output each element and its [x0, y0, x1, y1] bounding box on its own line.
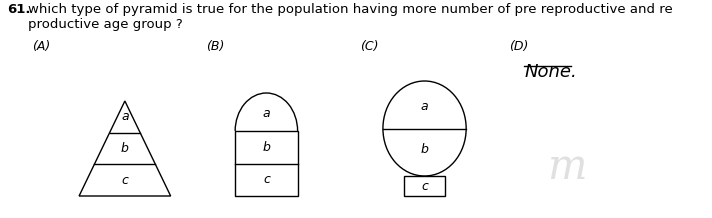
Text: c: c [421, 179, 428, 192]
Text: None.: None. [525, 63, 577, 81]
Text: productive age group ?: productive age group ? [28, 18, 183, 31]
Text: c: c [122, 174, 128, 187]
Bar [235, 131, 298, 196]
Text: a: a [263, 107, 270, 120]
Text: m: m [548, 146, 587, 188]
Bar [404, 176, 446, 196]
Text: 61.: 61. [6, 3, 30, 16]
Text: (B): (B) [206, 40, 225, 53]
Text: b: b [121, 142, 129, 155]
Text: b: b [421, 143, 429, 156]
Text: c: c [263, 173, 270, 186]
Text: b: b [263, 141, 271, 154]
Text: (A): (A) [31, 40, 50, 53]
Text: which type of pyramid is true for the population having more number of pre repro: which type of pyramid is true for the po… [28, 3, 673, 16]
Text: (D): (D) [510, 40, 529, 53]
Text: a: a [121, 110, 129, 123]
Text: a: a [421, 100, 429, 113]
Text: (C): (C) [360, 40, 378, 53]
